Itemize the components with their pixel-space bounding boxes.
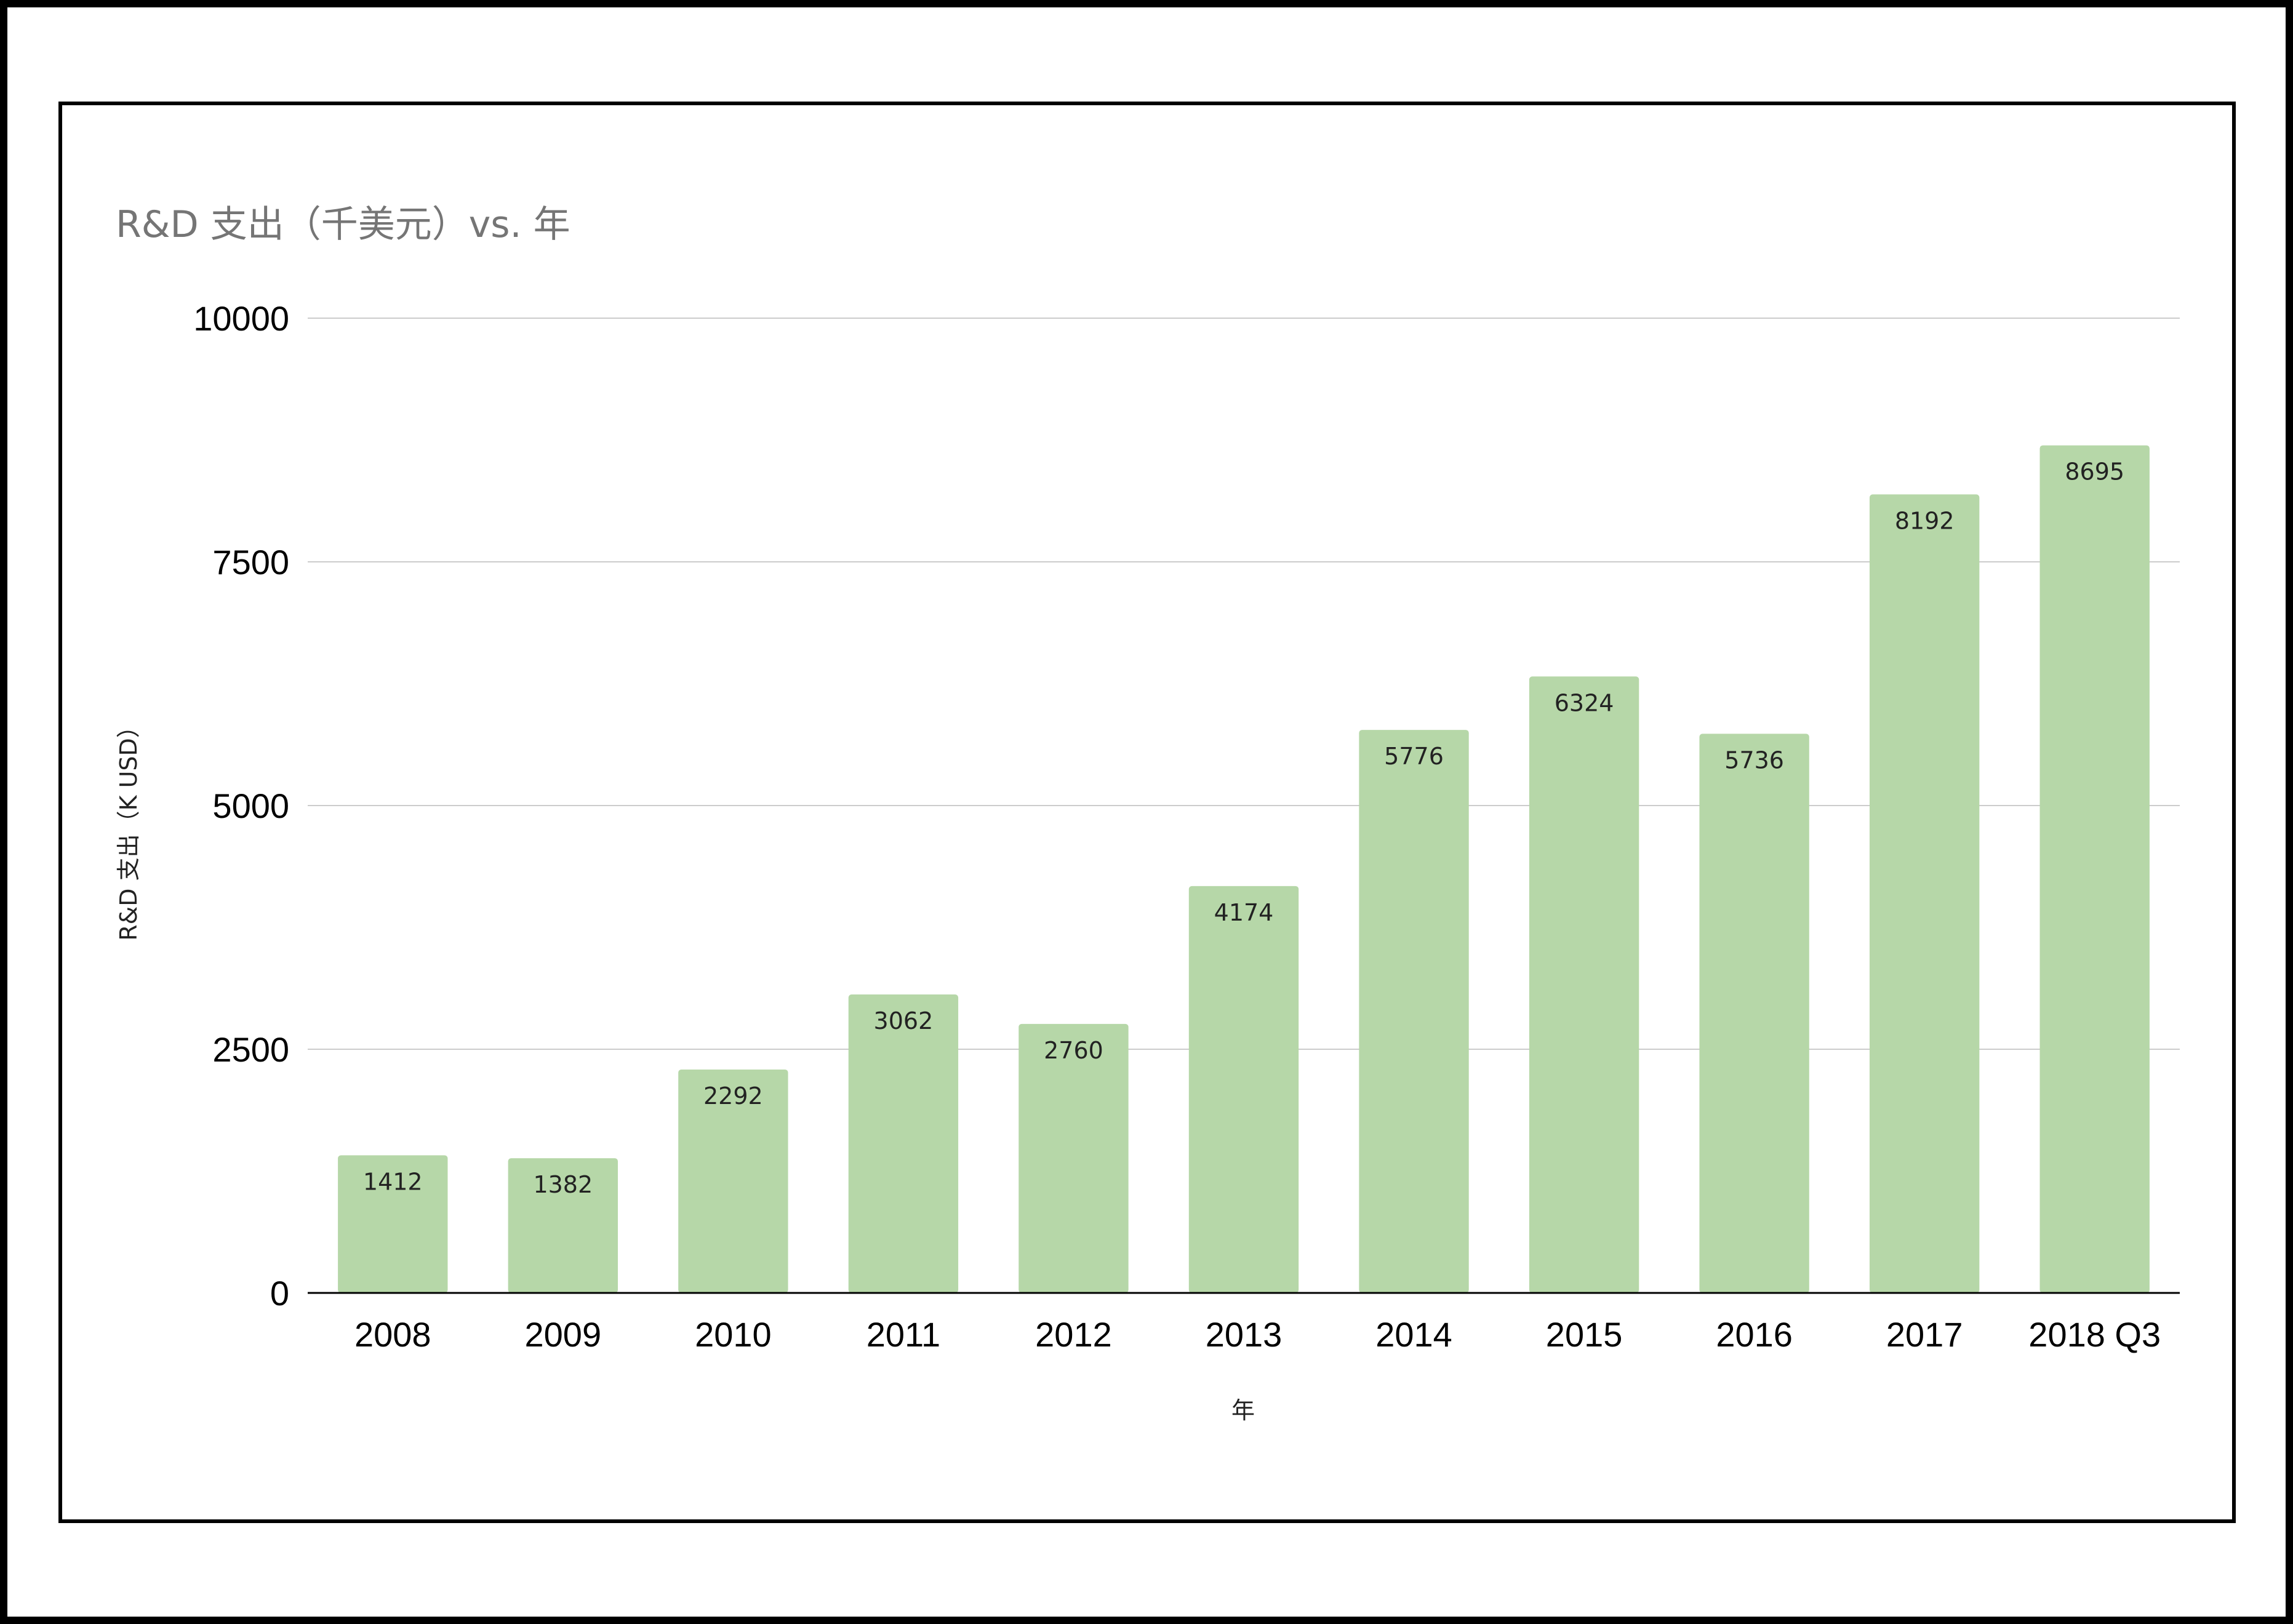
bar [1018,1023,1129,1293]
bar [1699,734,1809,1293]
bars [338,445,2150,1294]
y-axis-label: R&D 支出（K USD） [115,714,142,941]
bar [1359,730,1469,1293]
y-tick-label: 5000 [212,786,289,825]
y-axis-ticks: 0 2500 5000 7500 10000 [193,299,289,1313]
x-tick-label: 2012 [1035,1315,1112,1354]
data-label: 8695 [2065,458,2124,486]
bar [678,1069,788,1293]
bar [1188,886,1299,1293]
bar [1869,494,1980,1293]
bar [338,1155,448,1293]
data-label: 1382 [533,1171,593,1198]
bar [2039,445,2150,1294]
data-label: 3062 [874,1007,934,1034]
x-axis-label: 年 [1231,1397,1255,1424]
y-tick-label: 2500 [212,1030,289,1069]
bar [1529,676,1639,1293]
x-tick-label: 2016 [1716,1315,1793,1354]
x-tick-label: 2008 [354,1315,431,1354]
data-label: 8192 [1895,507,1955,534]
y-tick-label: 7500 [212,543,289,582]
data-label: 2760 [1044,1037,1103,1064]
data-label: 5736 [1724,746,1784,774]
x-tick-label: 2018 Q3 [2028,1315,2161,1354]
data-labels: 1412 1382 2292 3062 2760 4174 5776 6324 5736 8192… [363,458,2124,1198]
data-label: 4174 [1214,899,1274,926]
x-tick-label: 2015 [1546,1315,1623,1354]
x-tick-label: 2011 [866,1315,940,1354]
y-tick-label: 0 [270,1274,289,1313]
chart-title: R&D 支出（千美元）vs. 年 [116,203,570,246]
x-tick-label: 2014 [1375,1315,1452,1354]
x-axis-ticks: 2008 2009 2010 2011 2012 2013 2014 2015 2016 2017… [354,1315,2161,1354]
data-label: 5776 [1384,743,1444,770]
x-tick-label: 2010 [695,1315,772,1354]
data-label: 6324 [1555,689,1614,716]
x-tick-label: 2013 [1206,1315,1283,1354]
x-tick-label: 2017 [1886,1315,1963,1354]
y-tick-label: 10000 [193,299,289,338]
bar [848,994,959,1293]
x-tick-label: 2009 [525,1315,602,1354]
data-label: 2292 [703,1082,763,1110]
data-label: 1412 [363,1168,423,1195]
bar [508,1158,618,1293]
